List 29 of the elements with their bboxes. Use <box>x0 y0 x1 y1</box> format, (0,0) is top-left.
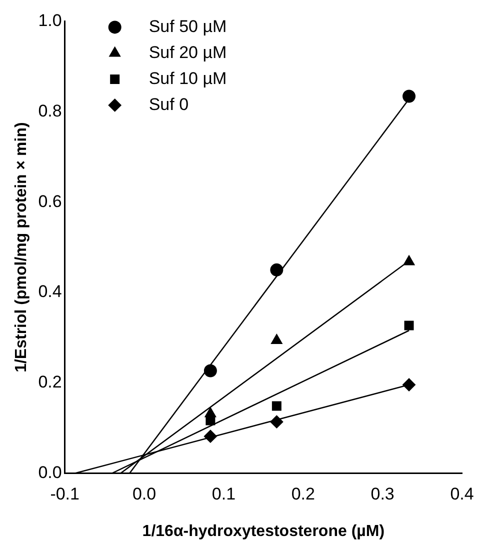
point <box>270 334 282 344</box>
legend-label: Suf 10 µM <box>148 68 227 88</box>
x-tick-label: 0.1 <box>212 484 236 504</box>
legend-label: Suf 0 <box>148 94 189 114</box>
y-tick-label: 0.4 <box>38 282 62 302</box>
x-tick-label: 0.4 <box>450 484 474 504</box>
point <box>402 378 416 392</box>
point <box>270 263 284 276</box>
y-tick-label: 0.6 <box>38 192 62 211</box>
x-axis-title: 1/16α-hydroxytestosterone (µM) <box>142 522 385 540</box>
point <box>404 320 414 330</box>
y-tick-label: 0.8 <box>38 101 62 120</box>
y-axis-title: 1/Estriol (pmol/mg protein × min) <box>13 122 30 372</box>
point <box>402 90 416 103</box>
point <box>204 364 217 378</box>
y-tick-label: 0.0 <box>38 463 62 482</box>
x-tick-label: 0.3 <box>370 484 394 504</box>
point <box>204 407 216 418</box>
x-tick-label: 0.2 <box>291 484 315 504</box>
point <box>270 415 284 428</box>
point <box>272 401 282 411</box>
y-tick-label: 1.0 <box>38 10 62 30</box>
x-tick-label: 0.0 <box>132 484 156 504</box>
legend-label: Suf 20 µM <box>148 42 227 62</box>
x-tick-label: -0.1 <box>50 484 80 504</box>
legend-label: Suf 50 µM <box>148 16 227 36</box>
point <box>204 430 217 443</box>
point <box>403 255 415 266</box>
y-tick-label: 0.2 <box>38 372 62 392</box>
